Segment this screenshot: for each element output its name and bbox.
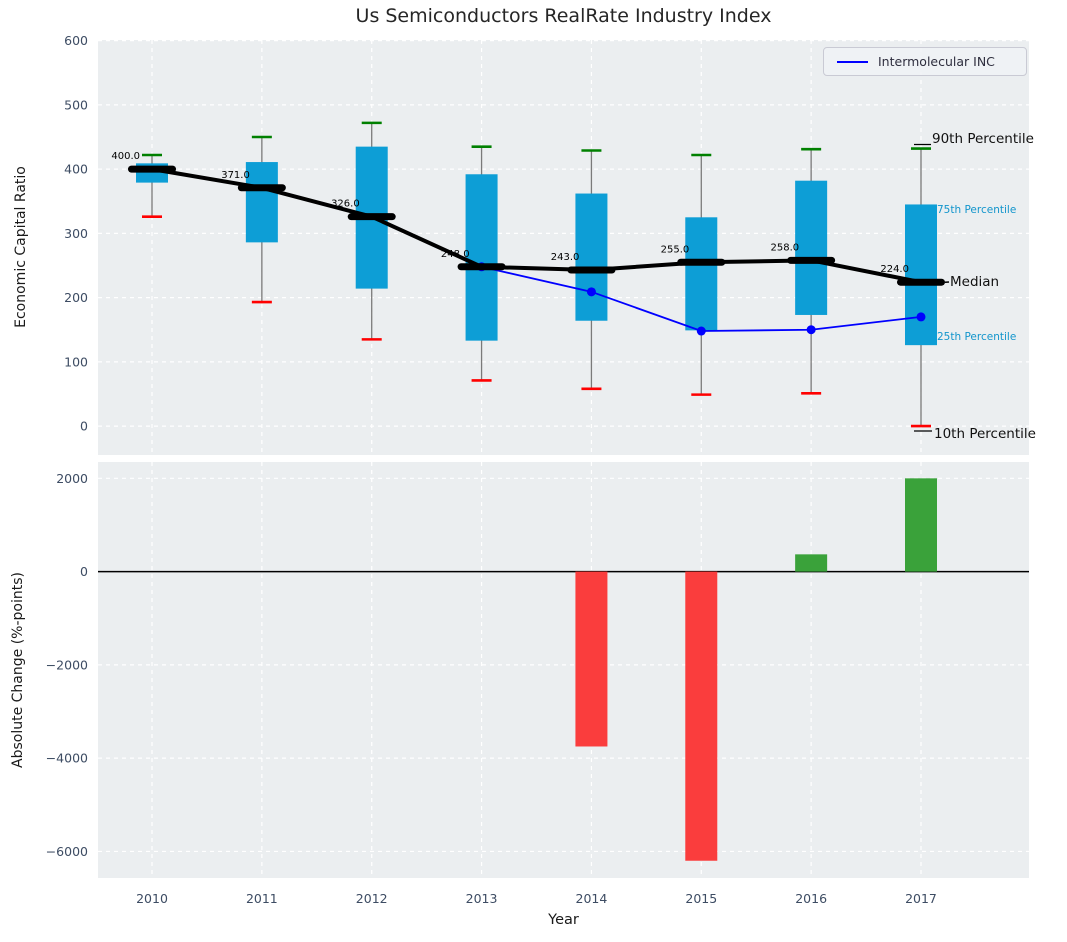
bar-positive — [795, 554, 828, 572]
bottom-y-tick-label: −2000 — [46, 657, 88, 672]
median-dash — [128, 165, 176, 173]
x-tick-label: 2013 — [466, 891, 498, 906]
median-value-label: 326.0 — [331, 199, 360, 210]
bottom-y-tick-label: −6000 — [46, 844, 88, 859]
bottom-plot-area — [98, 462, 1029, 878]
top-y-axis-label: Economic Capital Ratio — [13, 166, 29, 328]
x-tick-label: 2015 — [685, 891, 717, 906]
bar-positive — [904, 478, 937, 572]
top-plot-area — [98, 40, 1029, 455]
top-y-tick-label: 0 — [80, 419, 88, 434]
top-y-tick-label: 400 — [64, 162, 88, 177]
box-p25-p75 — [575, 193, 608, 321]
x-tick-label: 2011 — [246, 891, 278, 906]
bottom-y-tick-label: 0 — [80, 564, 88, 579]
company-marker — [586, 287, 596, 297]
x-tick-label: 2010 — [136, 891, 168, 906]
top-y-tick-label: 200 — [64, 290, 88, 305]
bar-negative — [575, 571, 608, 747]
median-dash — [347, 213, 396, 221]
label-25th-percentile: 25th Percentile — [937, 331, 1017, 343]
x-tick-label: 2017 — [905, 891, 937, 906]
median-value-label: 243.0 — [551, 252, 580, 263]
x-tick-label: 2016 — [795, 891, 827, 906]
top-y-tick-label: 600 — [64, 33, 88, 48]
bottom-y-tick-label: 2000 — [56, 471, 88, 486]
top-y-tick-label: 300 — [64, 226, 88, 241]
box-p25-p75 — [904, 204, 937, 346]
median-value-label: 255.0 — [661, 244, 690, 255]
label-75th-percentile: 75th Percentile — [937, 204, 1017, 216]
legend-line-icon — [837, 60, 868, 63]
x-tick-label: 2012 — [356, 891, 388, 906]
median-dash — [677, 258, 726, 266]
median-value-label: 400.0 — [111, 151, 140, 162]
median-value-label: 248.0 — [441, 249, 470, 260]
company-marker — [916, 312, 926, 322]
box-p25-p75 — [465, 174, 498, 341]
company-marker — [696, 326, 706, 336]
median-dash — [567, 266, 616, 274]
box-p25-p75 — [685, 217, 718, 331]
box-p25-p75 — [245, 162, 278, 243]
company-marker — [806, 325, 816, 335]
legend-label: Intermolecular INC — [878, 54, 995, 69]
median-dash — [457, 263, 506, 271]
top-y-tick-label: 100 — [64, 354, 88, 369]
x-tick-label: 2014 — [576, 891, 608, 906]
bar-negative — [685, 571, 718, 861]
bottom-y-tick-label: −4000 — [46, 751, 88, 766]
median-dash — [896, 278, 945, 286]
legend: Intermolecular INC — [823, 47, 1027, 76]
label-median: Median — [950, 274, 1000, 290]
chart-title: Us Semiconductors RealRate Industry Inde… — [355, 5, 772, 27]
median-dash — [237, 184, 286, 192]
label-90th-percentile: 90th Percentile — [932, 131, 1034, 147]
median-value-label: 371.0 — [221, 170, 250, 181]
top-y-tick-label: 500 — [64, 97, 88, 112]
median-value-label: 224.0 — [880, 264, 909, 275]
median-value-label: 258.0 — [771, 242, 800, 253]
x-axis-label: Year — [548, 912, 579, 928]
label-10th-percentile: 10th Percentile — [934, 426, 1036, 442]
bottom-y-axis-label: Absolute Change (%-points) — [10, 572, 26, 768]
median-dash — [787, 256, 836, 264]
box-p25-p75 — [795, 180, 828, 315]
